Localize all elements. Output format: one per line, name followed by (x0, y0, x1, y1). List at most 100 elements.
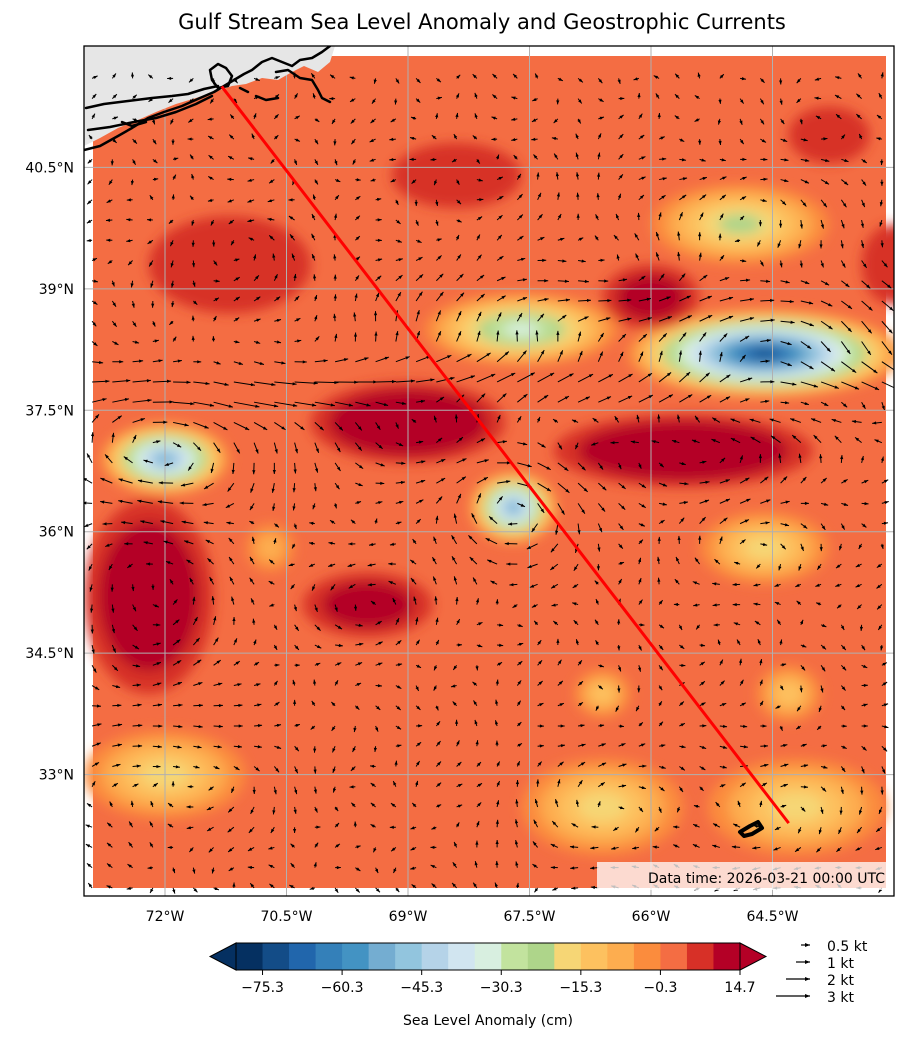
current-vector-head (610, 441, 615, 445)
current-vector-head (661, 195, 666, 199)
current-vector-head (595, 706, 600, 711)
current-vector-head (457, 493, 461, 499)
current-vector-head (314, 315, 318, 320)
current-vector-head (179, 501, 184, 505)
current-vector-head (835, 76, 840, 80)
current-vector-head (430, 157, 435, 162)
current-vector-head (355, 236, 360, 241)
current-vector-head (518, 214, 523, 219)
current-vector-head (863, 724, 868, 728)
current-vector-head (595, 214, 599, 219)
current-vector-head (420, 399, 425, 403)
current-vector-head (477, 762, 481, 767)
current-vector-head (721, 194, 726, 199)
current-vector-head (432, 557, 436, 562)
current-vector-head (176, 660, 182, 664)
current-vector-head (551, 584, 556, 589)
colorbar-tick-label: −30.3 (480, 980, 523, 996)
current-vector-head (374, 868, 379, 874)
current-vector-head (93, 279, 98, 283)
current-vector-head (106, 199, 111, 203)
current-vector-head (334, 160, 338, 166)
current-vector-head (418, 440, 424, 444)
current-vector-head (473, 882, 477, 887)
current-vector-head (619, 114, 624, 119)
current-vector-head (573, 620, 578, 625)
current-vector-head (795, 583, 800, 587)
sla-contour (861, 224, 894, 306)
current-vector-head (268, 846, 273, 850)
current-vector-head (874, 386, 880, 390)
current-vector-head (290, 585, 295, 590)
current-vector-head (781, 545, 786, 550)
current-vector-head (813, 384, 818, 388)
sla-contour (752, 349, 777, 358)
current-vector-head (492, 94, 497, 99)
current-vector-head (639, 194, 644, 199)
current-vector-head (113, 116, 118, 120)
current-vector-head (171, 302, 175, 308)
current-vector-head (437, 238, 442, 242)
current-vector-head (888, 350, 892, 355)
current-vector-head (121, 521, 126, 525)
current-vector-head (638, 578, 642, 583)
current-vector-head (880, 72, 884, 77)
current-vector-head (468, 535, 473, 540)
current-vector-head (437, 310, 441, 315)
current-vector-head (147, 218, 152, 222)
current-vector-head (156, 623, 161, 627)
current-vector-head (674, 94, 679, 99)
current-vector-head (658, 212, 662, 217)
current-vector-head (770, 318, 775, 322)
current-vector-head (92, 668, 97, 673)
current-vector-head (253, 639, 257, 644)
current-vector-head (231, 596, 235, 601)
current-vector-head (627, 298, 632, 302)
current-vector-head (686, 295, 691, 299)
current-vector-head (126, 239, 131, 243)
current-vector-head (798, 244, 802, 249)
current-vector-head (738, 658, 743, 663)
current-vector-head (394, 100, 398, 105)
current-vector-head (233, 79, 238, 84)
current-vector-head (594, 580, 599, 585)
current-vector-head (783, 784, 788, 788)
current-vector-head (556, 330, 560, 335)
current-vector-head (107, 863, 112, 868)
current-vector-head (410, 866, 415, 870)
current-vector-head (491, 137, 496, 141)
current-vector-head (281, 426, 286, 430)
current-vector-head (638, 557, 642, 563)
current-vector-head (578, 331, 582, 336)
current-vector-head (133, 118, 139, 122)
map-area[interactable]: Data time: 2026-03-21 00:00 UTC (82, 46, 907, 896)
current-vector-head (540, 350, 545, 355)
current-vector-head (601, 507, 606, 512)
sla-contour (591, 684, 614, 704)
current-vector-head (334, 607, 338, 612)
current-vector-head (607, 298, 612, 303)
current-vector-head (192, 596, 196, 601)
current-vector-head (678, 350, 683, 355)
current-vector-head (882, 662, 887, 666)
current-vector-head (498, 176, 503, 181)
current-vector-head (276, 745, 282, 749)
current-vector-head (584, 279, 589, 283)
current-vector-head (725, 498, 731, 503)
current-vector-head (511, 96, 516, 100)
current-vector-head (802, 743, 807, 747)
current-vector-head (790, 418, 795, 422)
current-vector-head (316, 825, 321, 829)
current-vector-head (618, 464, 622, 470)
current-vector-head (157, 745, 162, 749)
current-vector-head (707, 315, 713, 319)
current-vector-head (712, 603, 717, 607)
current-vector-head (884, 725, 889, 729)
current-vector-head (487, 559, 492, 563)
current-vector-head (138, 744, 143, 748)
current-vector-head (331, 119, 336, 124)
current-vector-head (578, 702, 583, 706)
current-vector-head (153, 783, 158, 787)
current-vector-head (677, 231, 681, 236)
current-vector-head (216, 660, 221, 664)
